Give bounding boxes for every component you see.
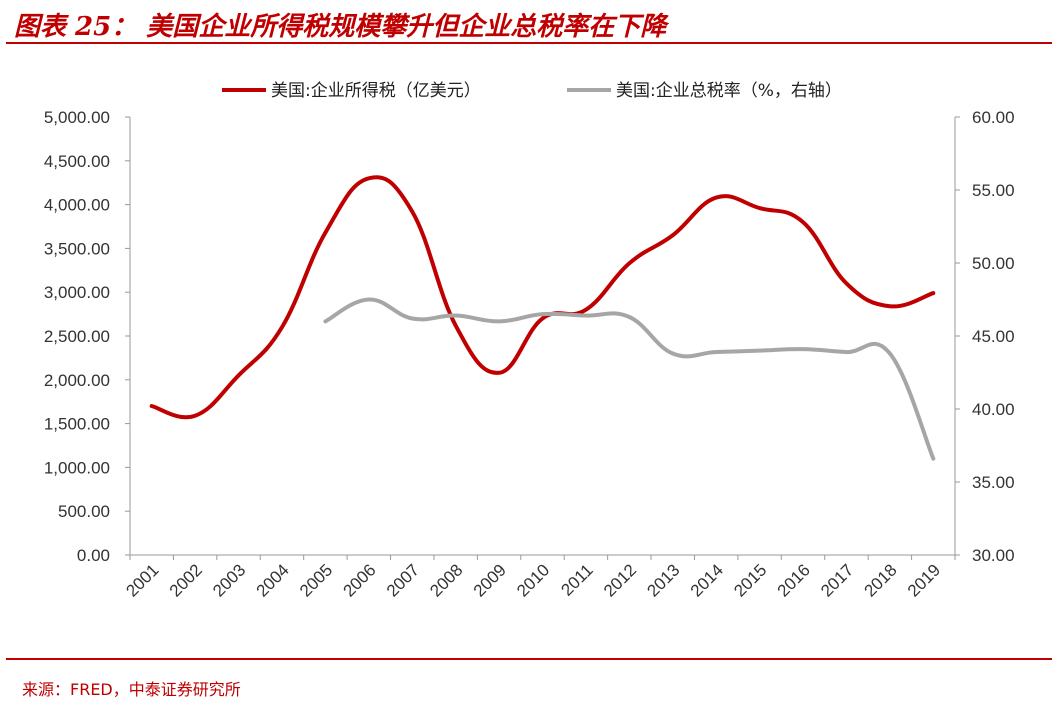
x-tick-label: 2012: [600, 560, 640, 600]
left-tick-label: 500.00: [58, 502, 110, 521]
figure-title-bar: 图表 25： 美国企业所得税规模攀升但企业总税率在下降: [0, 0, 1058, 44]
x-tick-label: 2007: [383, 560, 423, 600]
left-tick-label: 2,000.00: [44, 371, 110, 390]
series-corporate-income-tax-line: [149, 175, 936, 420]
right-tick-label: 40.00: [972, 400, 1015, 419]
left-tick-label: 5,000.00: [44, 108, 110, 127]
figure-title: 图表 25： 美国企业所得税规模攀升但企业总税率在下降: [14, 12, 667, 42]
right-tick-label: 60.00: [972, 108, 1015, 127]
x-tick-label: 2018: [861, 560, 901, 600]
x-tick-label: 2014: [687, 560, 727, 600]
left-tick-label: 3,000.00: [44, 283, 110, 302]
x-tick-label: 2013: [643, 560, 683, 600]
x-tick-label: 2001: [122, 560, 162, 600]
x-tick-label: 2006: [339, 560, 379, 600]
left-tick-label: 0.00: [77, 546, 110, 565]
left-tick-label: 4,500.00: [44, 152, 110, 171]
source-note: 来源：FRED，中泰证券研究所: [22, 680, 241, 699]
left-tick-label: 3,500.00: [44, 239, 110, 258]
right-tick-label: 35.00: [972, 473, 1015, 492]
legend-label-income-tax: 美国:企业所得税（亿美元）: [271, 81, 481, 101]
x-tick-label: 2011: [557, 560, 596, 599]
x-tick-label: 2019: [904, 560, 944, 600]
x-tick-label: 2002: [166, 560, 206, 600]
series-total-tax-rate-line: [323, 297, 936, 461]
legend-label-tax-rate: 美国:企业总税率（%，右轴）: [616, 81, 842, 101]
right-tick-label: 45.00: [972, 327, 1015, 346]
x-tick-label: 2009: [470, 560, 510, 600]
left-tick-label: 2,500.00: [44, 327, 110, 346]
x-tick-label: 2003: [209, 560, 249, 600]
right-tick-label: 55.00: [972, 181, 1015, 200]
left-tick-label: 1,500.00: [44, 415, 110, 434]
right-tick-label: 50.00: [972, 254, 1015, 273]
title-divider: [6, 42, 1052, 44]
x-tick-label: 2008: [426, 560, 466, 600]
footer-divider: [6, 658, 1052, 660]
x-tick-label: 2004: [253, 560, 293, 600]
x-tick-label: 2016: [774, 560, 814, 600]
left-tick-label: 1,000.00: [44, 458, 110, 477]
x-tick-label: 2005: [296, 560, 336, 600]
right-tick-label: 30.00: [972, 546, 1015, 565]
x-tick-label: 2017: [817, 560, 857, 600]
x-tick-label: 2015: [730, 560, 770, 600]
left-tick-label: 4,000.00: [44, 196, 110, 215]
x-tick-label: 2010: [513, 560, 553, 600]
